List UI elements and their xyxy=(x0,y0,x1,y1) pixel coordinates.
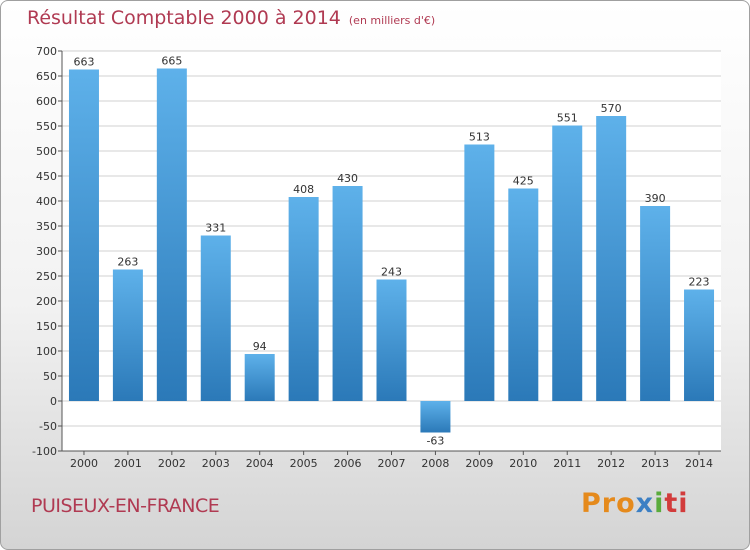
y-tick-label: 100 xyxy=(36,345,57,358)
y-tick-label: -50 xyxy=(39,420,57,433)
bar xyxy=(244,354,275,401)
x-tick-label: 2010 xyxy=(509,457,537,470)
y-tick-label: -100 xyxy=(32,445,57,458)
data-label: 263 xyxy=(117,256,138,269)
data-label: 223 xyxy=(689,276,710,289)
y-tick-label: 200 xyxy=(36,295,57,308)
y-tick-label: 250 xyxy=(36,270,57,283)
commune-name: PUISEUX-EN-FRANCE xyxy=(31,495,220,517)
proxiti-logo: Proxiti xyxy=(581,488,689,519)
bar xyxy=(332,186,363,401)
x-tick-label: 2004 xyxy=(246,457,274,470)
data-label: 243 xyxy=(381,266,402,279)
data-label: 551 xyxy=(557,112,578,125)
y-tick-label: 700 xyxy=(36,45,57,58)
y-tick-label: 150 xyxy=(36,320,57,333)
data-label: 513 xyxy=(469,131,490,144)
bar xyxy=(596,116,627,401)
data-label: -63 xyxy=(426,435,444,448)
y-tick-label: 50 xyxy=(43,370,57,383)
bar xyxy=(288,197,319,401)
bar xyxy=(508,188,539,401)
bar-chart: -100 -50 0 50 100 150 200 250 300 350 400 450 500 550… xyxy=(32,45,721,470)
x-tick-label: 2008 xyxy=(421,457,449,470)
x-tick-label: 2000 xyxy=(70,457,98,470)
bar xyxy=(684,289,715,401)
y-tick-label: 300 xyxy=(36,245,57,258)
data-label: 425 xyxy=(513,175,534,188)
y-tick-label: 600 xyxy=(36,95,57,108)
chart-unit-text: (en milliers d'€) xyxy=(348,14,436,27)
y-tick-label: 500 xyxy=(36,145,57,158)
x-tick-label: 2006 xyxy=(334,457,362,470)
bar xyxy=(420,401,451,433)
x-tick-label: 2003 xyxy=(202,457,230,470)
data-label: 665 xyxy=(161,55,182,68)
data-label: 331 xyxy=(205,222,226,235)
x-tick-label: 2007 xyxy=(378,457,406,470)
x-tick-label: 2012 xyxy=(597,457,625,470)
data-label: 94 xyxy=(253,340,267,353)
x-tick-label: 2013 xyxy=(641,457,669,470)
bar xyxy=(156,68,187,401)
bar xyxy=(376,279,407,401)
bar xyxy=(68,69,99,401)
bar xyxy=(112,269,143,401)
y-tick-label: 0 xyxy=(50,395,57,408)
bar xyxy=(552,125,583,401)
y-tick-label: 350 xyxy=(36,220,57,233)
x-tick-label: 2014 xyxy=(685,457,713,470)
y-tick-label: 550 xyxy=(36,120,57,133)
bar xyxy=(464,144,495,401)
data-label: 663 xyxy=(73,56,94,69)
data-label: 390 xyxy=(645,192,666,205)
data-label: 430 xyxy=(337,172,358,185)
y-tick-label: 650 xyxy=(36,70,57,83)
bar xyxy=(200,235,231,401)
x-tick-label: 2001 xyxy=(114,457,142,470)
chart-title-text: Résultat Comptable 2000 à 2014 xyxy=(27,7,341,29)
x-tick-label: 2009 xyxy=(465,457,493,470)
x-tick-label: 2005 xyxy=(290,457,318,470)
x-tick-label: 2002 xyxy=(158,457,186,470)
y-tick-label: 400 xyxy=(36,195,57,208)
bar xyxy=(640,206,671,401)
data-label: 570 xyxy=(601,102,622,115)
data-label: 408 xyxy=(293,183,314,196)
y-tick-label: 450 xyxy=(36,170,57,183)
chart-title: Résultat Comptable 2000 à 2014 (en millie… xyxy=(27,7,435,29)
x-tick-label: 2011 xyxy=(553,457,581,470)
